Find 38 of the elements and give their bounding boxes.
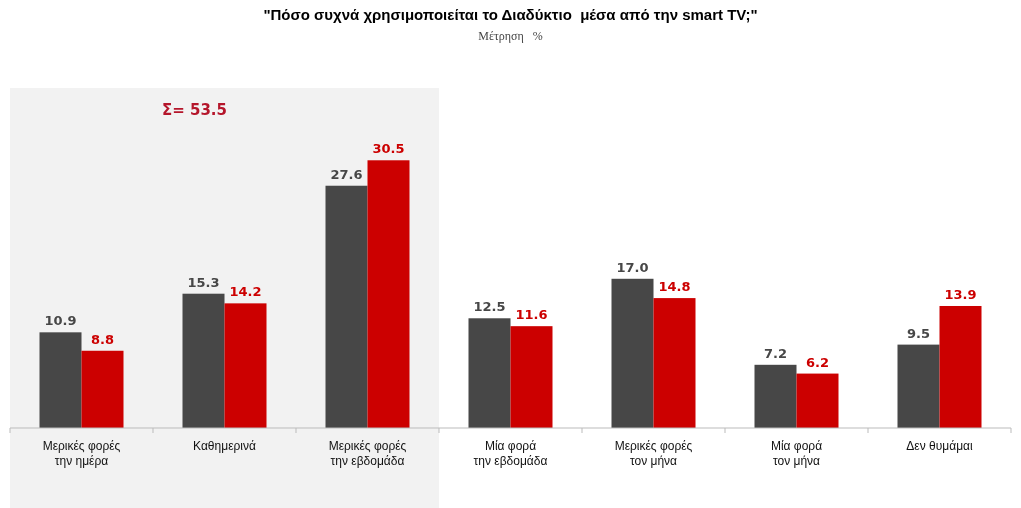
data-label: 11.6 xyxy=(515,307,548,323)
data-label: 15.3 xyxy=(187,274,220,290)
bar xyxy=(653,298,696,428)
x-tick-label: Μία φορά τον μήνα xyxy=(770,439,823,468)
x-tick-label: Καθημερινά xyxy=(193,439,256,453)
bar xyxy=(39,332,82,428)
chart-subtitle: Μέτρηση % xyxy=(478,29,543,43)
data-label: 30.5 xyxy=(372,141,405,157)
bar xyxy=(325,185,368,428)
bar xyxy=(897,344,940,428)
bar xyxy=(367,160,410,428)
bar xyxy=(510,326,553,428)
data-label: 8.8 xyxy=(90,331,115,347)
bar xyxy=(224,303,267,428)
bar xyxy=(796,373,839,428)
band-label: Σ= 53.5 xyxy=(161,101,227,119)
bar xyxy=(611,278,654,428)
bar xyxy=(81,350,124,428)
x-tick-label: Μερικές φορές την εβδομάδα xyxy=(328,439,407,468)
x-tick-label: Δεν θυμάμαι xyxy=(906,439,973,453)
chart-title: "Πόσο συχνά χρησιμοποιείται το Διαδύκτιο μέσα από την smart TV;" xyxy=(263,6,758,23)
x-tick-label: Μερικές φορές τον μήνα xyxy=(614,439,693,468)
bar xyxy=(939,305,982,428)
data-label: 14.8 xyxy=(658,279,691,295)
bar xyxy=(754,364,797,428)
data-label: 27.6 xyxy=(330,166,363,182)
data-label: 6.2 xyxy=(805,354,830,370)
x-tick-label: Μερικές φορές την ημέρα xyxy=(42,439,121,468)
data-label: 10.9 xyxy=(44,313,77,329)
data-label: 14.2 xyxy=(229,284,262,300)
bar xyxy=(468,318,511,428)
data-label: 9.5 xyxy=(906,325,931,341)
data-label: 12.5 xyxy=(473,299,506,315)
data-label: 7.2 xyxy=(763,345,788,361)
bar xyxy=(182,293,225,428)
data-label: 17.0 xyxy=(616,259,649,275)
x-tick-label: Μία φορά την εβδομάδα xyxy=(473,439,548,468)
data-label: 13.9 xyxy=(944,286,977,302)
